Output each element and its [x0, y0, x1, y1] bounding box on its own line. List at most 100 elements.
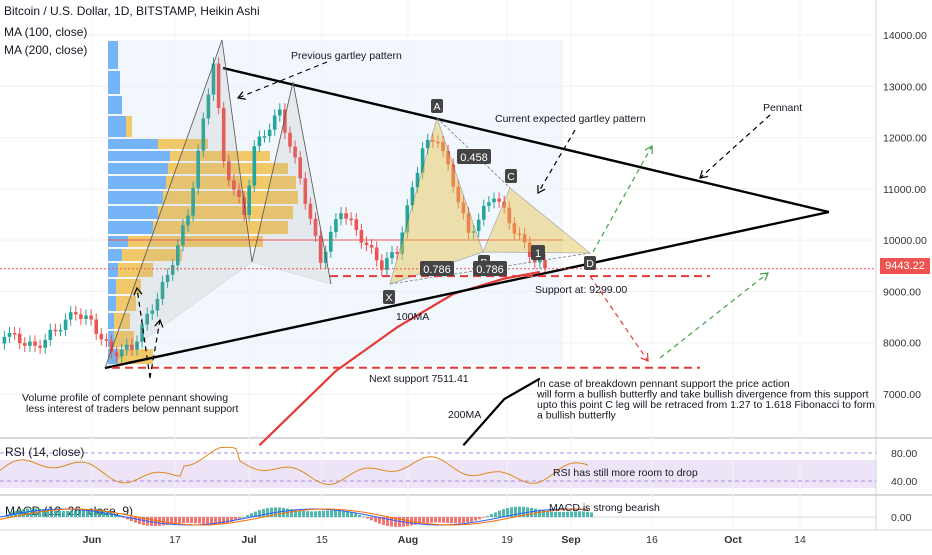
candle-body [99, 333, 104, 340]
volume-note-arrow-2 [149, 319, 161, 379]
indicator-panels: 40.00 80.00 RSI (14, close) RSI has still m… [0, 445, 917, 527]
pennant-label: Pennant [763, 102, 802, 114]
candle-body [303, 178, 308, 204]
macd-histogram-bar [386, 517, 389, 526]
candle-body [237, 189, 241, 198]
volume-bar-up [108, 313, 114, 329]
candle-body [431, 139, 435, 142]
candles-layer [2, 57, 547, 363]
macd-tick-label: 0.00 [891, 512, 912, 524]
volume-bar-up [108, 279, 116, 294]
time-tick-label: 14 [794, 534, 806, 546]
candle-body [410, 187, 415, 206]
candle-body [451, 164, 455, 187]
macd-histogram-bar [486, 515, 489, 517]
pennant-arrow [699, 114, 771, 179]
pennant-arrow-head [699, 170, 708, 179]
macd-histogram-bar [398, 517, 401, 527]
macd-histogram-bar [414, 517, 417, 525]
macd-histogram-bar [550, 511, 553, 517]
macd-histogram-bar [510, 507, 513, 517]
volume-bar-up [108, 176, 166, 189]
macd-histogram-bar [450, 517, 453, 524]
volume-bar-down [118, 263, 153, 277]
pattern-point-box [431, 99, 443, 113]
macd-histogram-bar [310, 511, 313, 517]
macd-histogram-bar [322, 510, 325, 517]
macd-histogram-bar [90, 508, 93, 517]
macd-histogram-bar [394, 517, 397, 527]
macd-histogram-bar [426, 517, 429, 523]
volume-bar-down [158, 139, 208, 149]
macd-histogram-bar [190, 517, 193, 523]
macd-histogram-bar [226, 517, 229, 523]
fib-ratio-label: 0.786 [476, 264, 504, 276]
candle-body [298, 157, 302, 179]
candle-body [155, 298, 160, 311]
macd-histogram-bar [250, 513, 253, 517]
macd-histogram-bar [290, 509, 293, 517]
macd-histogram-bar [578, 511, 581, 517]
current-gartley-label: Current expected gartley pattern [495, 113, 646, 125]
next-support-label: Next support 7511.41 [369, 373, 469, 385]
fib-ratio-box [473, 261, 507, 276]
candle-body [262, 136, 267, 138]
candle-body [227, 161, 231, 181]
candle-body [247, 185, 251, 215]
candle-body [461, 202, 466, 214]
macd-histogram-bar [314, 511, 317, 517]
candle-body [7, 333, 12, 337]
time-tick-label: 16 [646, 534, 658, 546]
pattern-point-label: C [507, 171, 515, 183]
candle-body [522, 234, 527, 243]
candle-body [145, 313, 149, 325]
candle-body [466, 213, 471, 233]
time-tick-label: 17 [169, 534, 181, 546]
macd-histogram-bar [194, 517, 197, 524]
macd-histogram-bar [126, 517, 129, 520]
price-tick-label: 11000.00 [883, 184, 926, 196]
candle-body [68, 312, 73, 320]
macd-histogram-bar [566, 511, 569, 517]
candle-body [415, 172, 420, 188]
macd-histogram-bar [262, 508, 265, 517]
volume-note-line-2: less interest of traders below pennant s… [26, 403, 239, 415]
breakdown-note-line: will form a bullish butterfly and take b… [536, 389, 869, 401]
candle-body [359, 229, 364, 243]
pattern-point-label: A [433, 101, 440, 113]
candle-body [293, 146, 297, 158]
ma100-legend: MA (100, close) [4, 25, 88, 39]
axes-layer: 7000.008000.009000.0010000.0011000.00120… [83, 30, 927, 546]
candle-body [211, 63, 216, 95]
pennant-support-line [104, 210, 830, 370]
bearish-projection-arrow [589, 275, 649, 362]
ma100-line [258, 270, 541, 447]
candle-body [502, 201, 506, 208]
macd-histogram-bar [482, 517, 485, 518]
candle-body [278, 109, 282, 116]
macd-histogram-bar [530, 507, 533, 517]
time-tick-label: Jun [83, 534, 102, 546]
macd-histogram-bar [254, 511, 257, 517]
rsi-annotation: RSI has still more room to drop [553, 467, 698, 479]
fib-ratio-label: 0.786 [423, 264, 451, 276]
current-gartley-arrow [537, 129, 576, 194]
candle-body [517, 233, 522, 236]
pattern-point-x: X [383, 290, 395, 304]
macd-histogram-bar [406, 517, 409, 527]
macd-histogram-bar [178, 517, 181, 524]
pattern-point-box [584, 256, 596, 270]
rebound-projection-arrow [659, 272, 769, 359]
candle-body [272, 115, 277, 130]
candle-body [497, 198, 501, 202]
candle-body [380, 260, 384, 270]
macd-histogram-bar [118, 515, 121, 517]
fib-ratio-badge: 0.786 [420, 261, 454, 276]
volume-bar-up [108, 191, 163, 204]
candle-body [186, 215, 190, 226]
candle-body [441, 141, 445, 152]
macd-histogram-bar [494, 512, 497, 517]
macd-histogram-bar [518, 506, 521, 517]
candle-body [109, 340, 114, 353]
